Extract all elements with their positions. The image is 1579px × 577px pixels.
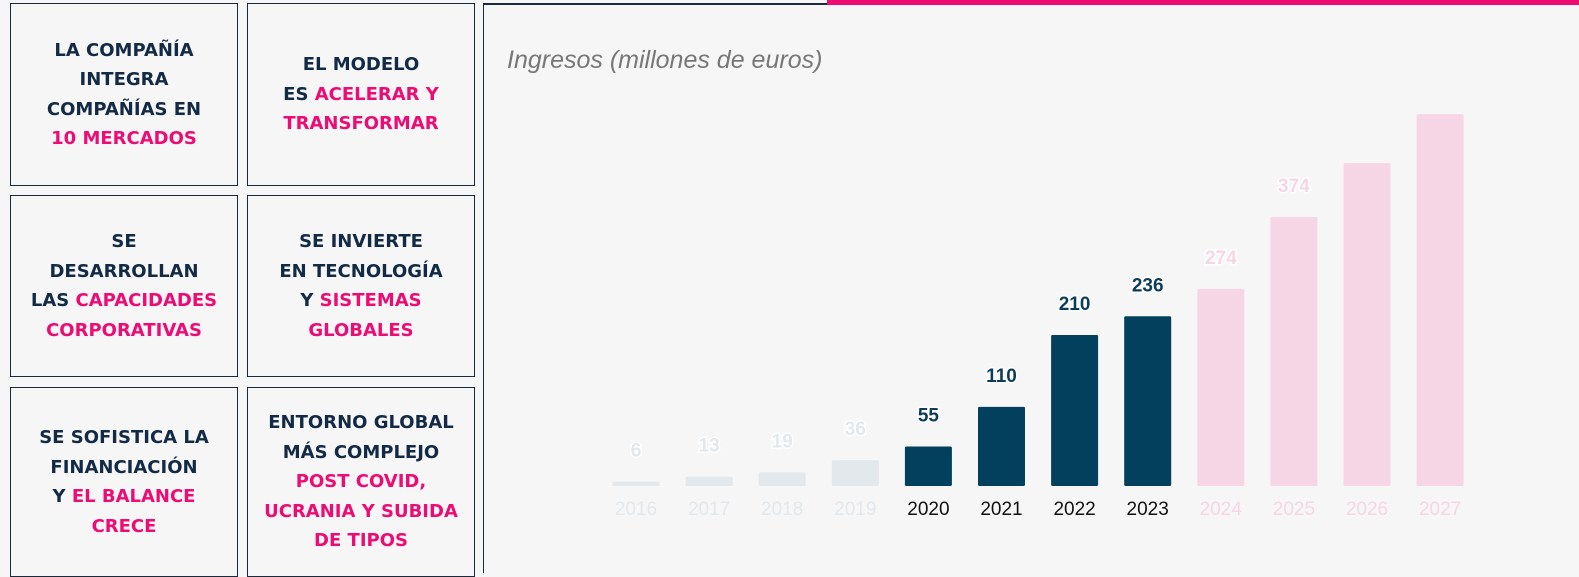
box-line: LA COMPAÑÍA [54, 36, 193, 66]
box-text: SE INVIERTE [299, 231, 423, 252]
value-label: 19 [772, 431, 793, 452]
x-tick-label: 2026 [1346, 499, 1388, 520]
box-text: TRANSFORMAR [283, 113, 439, 135]
box-text: ES [283, 83, 315, 105]
info-box: SE DESARROLLAN LAS CAPACIDADES CORPORATIVAS [10, 195, 238, 377]
x-tick-label: 2020 [907, 499, 949, 520]
box-line: CORPORATIVAS [46, 316, 202, 346]
panel-border [483, 3, 828, 5]
box-text: SE [111, 231, 137, 252]
box-line: ES ACELERAR Y [283, 80, 439, 110]
value-label: 6 [631, 441, 642, 462]
bar [978, 406, 1025, 486]
info-box: SE SOFISTICA LA FINANCIACIÓN Y EL BALANCE C… [10, 387, 238, 577]
box-line: EL MODELO [303, 50, 420, 80]
box-text: SE SOFISTICA LA [39, 427, 209, 448]
box-line: POST COVID, [296, 467, 426, 497]
info-box: EL MODELO ES ACELERAR Y TRANSFORMAR [247, 3, 475, 186]
box-text: LA COMPAÑÍA [54, 39, 194, 61]
box-line: ENTORNO GLOBAL [268, 408, 453, 438]
x-tick-label: 2023 [1127, 499, 1169, 520]
box-text: COMPAÑÍAS EN [46, 98, 202, 120]
box-line: MÁS COMPLEJO [283, 438, 439, 468]
box-line: SE INVIERTE [299, 227, 423, 257]
box-text: ACELERAR Y [314, 83, 439, 105]
box-text: Y [52, 486, 72, 507]
value-label: 36 [845, 419, 866, 440]
chart-title: Ingresos (millones de euros) [507, 46, 822, 74]
box-line: INTEGRA [80, 65, 169, 95]
box-text: MÁS COMPLEJO [282, 441, 440, 463]
value-label: 13 [699, 436, 720, 457]
box-line: FINANCIACIÓN [50, 453, 197, 483]
box-line: SE [111, 227, 136, 257]
box-text: CRECE [91, 515, 157, 537]
bar [1124, 316, 1172, 486]
box-line: COMPAÑÍAS EN [47, 95, 201, 125]
x-tick-label: 2022 [1053, 499, 1095, 520]
value-label: 274 [1205, 248, 1237, 269]
box-line: DESARROLLAN [49, 257, 198, 287]
value-label: 110 [986, 366, 1017, 387]
box-text: POST COVID, [295, 471, 427, 493]
bar [758, 472, 806, 486]
chart-panel [483, 3, 1579, 573]
x-tick-label: 2025 [1273, 499, 1315, 520]
bar [1197, 288, 1245, 486]
box-line: TRANSFORMAR [283, 109, 438, 139]
box-text: 10 MERCADOS [51, 128, 197, 149]
box-text: CAPACIDADES [75, 290, 218, 311]
box-line: Y EL BALANCE [53, 482, 196, 512]
box-text: INTEGRA [79, 69, 169, 90]
info-box: ENTORNO GLOBAL MÁS COMPLEJO POST COVID, UCR… [247, 387, 475, 577]
box-line: EN TECNOLOGÍA [279, 257, 442, 287]
box-text: EL MODELO [302, 54, 420, 76]
value-label: 210 [1059, 294, 1091, 315]
box-text: LAS [30, 290, 76, 311]
box-text: GLOBALES [308, 319, 414, 341]
bar [612, 481, 660, 486]
box-text: UCRANIA Y SUBIDA [264, 500, 458, 522]
bar [1051, 334, 1099, 486]
bar [685, 476, 733, 486]
box-text: Y [300, 290, 320, 311]
box-line: 10 MERCADOS [51, 124, 197, 154]
info-box: LA COMPAÑÍA INTEGRA COMPAÑÍAS EN 10 MERCADO… [10, 3, 238, 186]
bar [1343, 163, 1391, 487]
box-line: SE SOFISTICA LA [39, 423, 209, 453]
x-tick-label: 2018 [761, 499, 803, 520]
box-line: CRECE [92, 512, 157, 542]
value-label: 236 [1132, 275, 1164, 296]
x-tick-label: 2027 [1419, 499, 1461, 520]
bar [831, 460, 879, 486]
bar [1270, 217, 1318, 486]
x-tick-label: 2017 [688, 499, 730, 520]
box-text: DESARROLLAN [49, 260, 199, 282]
box-text: SISTEMAS [319, 290, 422, 311]
value-label: 55 [918, 405, 940, 426]
value-label: 374 [1278, 176, 1310, 197]
box-text: FINANCIACIÓN [50, 456, 198, 478]
box-line: UCRANIA Y SUBIDA [264, 497, 458, 527]
box-line: DE TIPOS [314, 526, 408, 556]
x-tick-label: 2016 [615, 499, 657, 520]
accent-bar [827, 0, 1579, 5]
box-line: Y SISTEMAS [300, 286, 421, 316]
x-tick-label: 2021 [980, 499, 1022, 520]
box-text: DE TIPOS [314, 530, 408, 552]
box-text: ENTORNO GLOBAL [268, 412, 454, 434]
box-line: GLOBALES [308, 316, 413, 346]
box-line: LAS CAPACIDADES [31, 286, 217, 316]
bar [904, 446, 952, 486]
x-tick-label: 2024 [1200, 499, 1243, 520]
info-box: SE INVIERTE EN TECNOLOGÍA Y SISTEMAS GLOBAL… [247, 195, 475, 377]
bar [1416, 114, 1464, 487]
box-text: EL BALANCE [71, 486, 196, 507]
box-text: CORPORATIVAS [46, 319, 202, 341]
box-text: EN TECNOLOGÍA [279, 260, 443, 282]
x-tick-label: 2019 [834, 499, 876, 520]
